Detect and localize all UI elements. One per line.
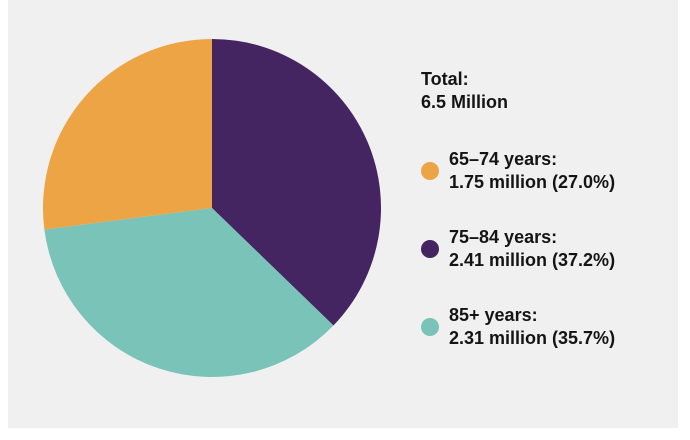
legend-detail-85-plus: 2.31 million (35.7%) xyxy=(449,328,616,348)
legend-label-75-84: 75–84 years: xyxy=(449,227,558,247)
chart-legend: Total: 6.5 Million 65–74 years: 1.75 mil… xyxy=(421,68,671,348)
legend-label-85-plus: 85+ years: xyxy=(449,305,538,325)
legend-swatch-65-74 xyxy=(421,162,439,180)
pie-slice-65-74 xyxy=(43,39,212,230)
legend-detail-75-84: 2.41 million (37.2%) xyxy=(449,250,616,270)
legend-label-65-74: 65–74 years: xyxy=(449,149,558,169)
pie-slice-85-plus xyxy=(44,208,334,377)
pie-slice-75-84 xyxy=(212,39,382,326)
total-label: Total: xyxy=(421,69,469,89)
legend-swatch-75-84 xyxy=(421,240,439,258)
total-value: 6.5 Million xyxy=(421,92,509,112)
legend-detail-65-74: 1.75 million (27.0%) xyxy=(449,172,616,192)
legend-swatch-85-plus xyxy=(421,318,439,336)
